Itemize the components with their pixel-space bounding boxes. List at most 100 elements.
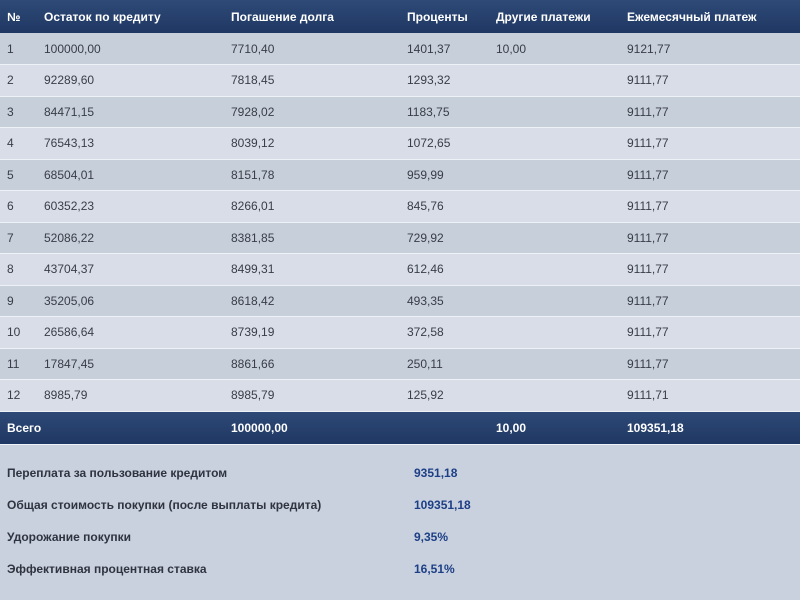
- summary-row-overpayment: Переплата за пользование кредитом 9351,1…: [0, 457, 800, 489]
- monthly-payment-cell: 9111,77: [620, 253, 800, 286]
- balance-cell: 84471,15: [37, 96, 224, 128]
- principal-cell: 8985,79: [224, 379, 400, 412]
- balance-cell: 100000,00: [37, 33, 224, 65]
- principal-cell: 8266,01: [224, 190, 400, 223]
- monthly-payment-cell: 9111,77: [620, 159, 800, 191]
- table-row: 12 8985,79 8985,79 125,92 9111,71: [0, 379, 800, 412]
- table-header-row: № Остаток по кредиту Погашение долга Про…: [0, 0, 800, 33]
- monthly-payment-cell: 9111,77: [620, 222, 800, 254]
- interest-cell: 125,92: [400, 379, 489, 412]
- principal-cell: 8618,42: [224, 285, 400, 317]
- row-number: 9: [0, 285, 37, 317]
- other-payments-cell: 10,00: [489, 33, 620, 65]
- summary-value: 109351,18: [414, 498, 471, 512]
- other-payments-cell: [489, 190, 620, 223]
- row-number: 5: [0, 159, 37, 191]
- other-payments-cell: [489, 222, 620, 254]
- monthly-payment-cell: 9111,77: [620, 285, 800, 317]
- interest-cell: 1293,32: [400, 64, 489, 97]
- monthly-payment-cell: 9111,77: [620, 96, 800, 128]
- row-number: 12: [0, 379, 37, 412]
- summary-label: Общая стоимость покупки (после выплаты к…: [7, 498, 322, 512]
- monthly-payment-cell: 9111,71: [620, 379, 800, 412]
- monthly-payment-cell: 9111,77: [620, 64, 800, 97]
- balance-cell: 8985,79: [37, 379, 224, 412]
- table-row: 9 35205,06 8618,42 493,35 9111,77: [0, 285, 800, 317]
- balance-cell: 17847,45: [37, 348, 224, 380]
- balance-cell: 43704,37: [37, 253, 224, 286]
- monthly-payment-cell: 9111,77: [620, 316, 800, 349]
- total-interest: [400, 411, 489, 445]
- principal-cell: 7928,02: [224, 96, 400, 128]
- summary-value: 9351,18: [414, 466, 458, 480]
- table-row: 1 100000,00 7710,40 1401,37 10,00 9121,77: [0, 33, 800, 65]
- other-payments-cell: [489, 64, 620, 97]
- balance-cell: 60352,23: [37, 190, 224, 223]
- row-number: 11: [0, 348, 37, 380]
- total-monthly: 109351,18: [620, 411, 800, 445]
- row-number: 7: [0, 222, 37, 254]
- row-number: 6: [0, 190, 37, 223]
- col-header-balance: Остаток по кредиту: [44, 9, 161, 24]
- total-principal: 100000,00: [224, 411, 400, 445]
- total-label: Всего: [0, 411, 41, 445]
- col-header-number: №: [7, 9, 21, 24]
- total-other: 10,00: [489, 411, 620, 445]
- principal-cell: 8739,19: [224, 316, 400, 349]
- balance-cell: 52086,22: [37, 222, 224, 254]
- principal-cell: 8151,78: [224, 159, 400, 191]
- summary-row-price-increase: Удорожание покупки 9,35%: [0, 521, 800, 553]
- principal-cell: 8039,12: [224, 127, 400, 160]
- interest-cell: 1401,37: [400, 33, 489, 65]
- table-row: 2 92289,60 7818,45 1293,32 9111,77: [0, 64, 800, 97]
- interest-cell: 845,76: [400, 190, 489, 223]
- col-header-principal: Погашение долга: [231, 9, 334, 24]
- interest-cell: 612,46: [400, 253, 489, 286]
- monthly-payment-cell: 9111,77: [620, 190, 800, 223]
- other-payments-cell: [489, 316, 620, 349]
- balance-cell: 35205,06: [37, 285, 224, 317]
- total-balance-cell: [37, 411, 224, 445]
- interest-cell: 1183,75: [400, 96, 489, 128]
- col-header-monthly: Ежемесячный платеж: [627, 9, 757, 24]
- row-number: 3: [0, 96, 37, 128]
- table-row: 10 26586,64 8739,19 372,58 9111,77: [0, 316, 800, 349]
- col-header-interest: Проценты: [407, 9, 468, 24]
- table-row: 7 52086,22 8381,85 729,92 9111,77: [0, 222, 800, 254]
- balance-cell: 76543,13: [37, 127, 224, 160]
- table-row: 8 43704,37 8499,31 612,46 9111,77: [0, 253, 800, 286]
- other-payments-cell: [489, 348, 620, 380]
- other-payments-cell: [489, 285, 620, 317]
- table-row: 4 76543,13 8039,12 1072,65 9111,77: [0, 127, 800, 160]
- row-number: 8: [0, 253, 37, 286]
- monthly-payment-cell: 9111,77: [620, 127, 800, 160]
- row-number: 10: [0, 316, 37, 349]
- other-payments-cell: [489, 253, 620, 286]
- other-payments-cell: [489, 379, 620, 412]
- interest-cell: 250,11: [400, 348, 489, 380]
- col-header-other: Другие платежи: [496, 9, 591, 24]
- principal-cell: 8861,66: [224, 348, 400, 380]
- summary-label: Переплата за пользование кредитом: [7, 466, 228, 480]
- balance-cell: 92289,60: [37, 64, 224, 97]
- monthly-payment-cell: 9121,77: [620, 33, 800, 65]
- table-row: 6 60352,23 8266,01 845,76 9111,77: [0, 190, 800, 223]
- summary-label: Эффективная процентная ставка: [7, 562, 207, 576]
- payment-schedule-table: № Остаток по кредиту Погашение долга Про…: [0, 0, 800, 445]
- other-payments-cell: [489, 127, 620, 160]
- principal-cell: 8381,85: [224, 222, 400, 254]
- summary-value: 16,51%: [414, 562, 455, 576]
- row-number: 4: [0, 127, 37, 160]
- summary-row-total-cost: Общая стоимость покупки (после выплаты к…: [0, 489, 800, 521]
- summary-value: 9,35%: [414, 530, 449, 544]
- table-row: 3 84471,15 7928,02 1183,75 9111,77: [0, 96, 800, 128]
- table-body: 1 100000,00 7710,40 1401,37 10,00 9121,77 2 922…: [0, 33, 800, 412]
- other-payments-cell: [489, 96, 620, 128]
- interest-cell: 493,35: [400, 285, 489, 317]
- summary-label: Удорожание покупки: [7, 530, 132, 544]
- interest-cell: 372,58: [400, 316, 489, 349]
- row-number: 2: [0, 64, 37, 97]
- principal-cell: 7710,40: [224, 33, 400, 65]
- interest-cell: 729,92: [400, 222, 489, 254]
